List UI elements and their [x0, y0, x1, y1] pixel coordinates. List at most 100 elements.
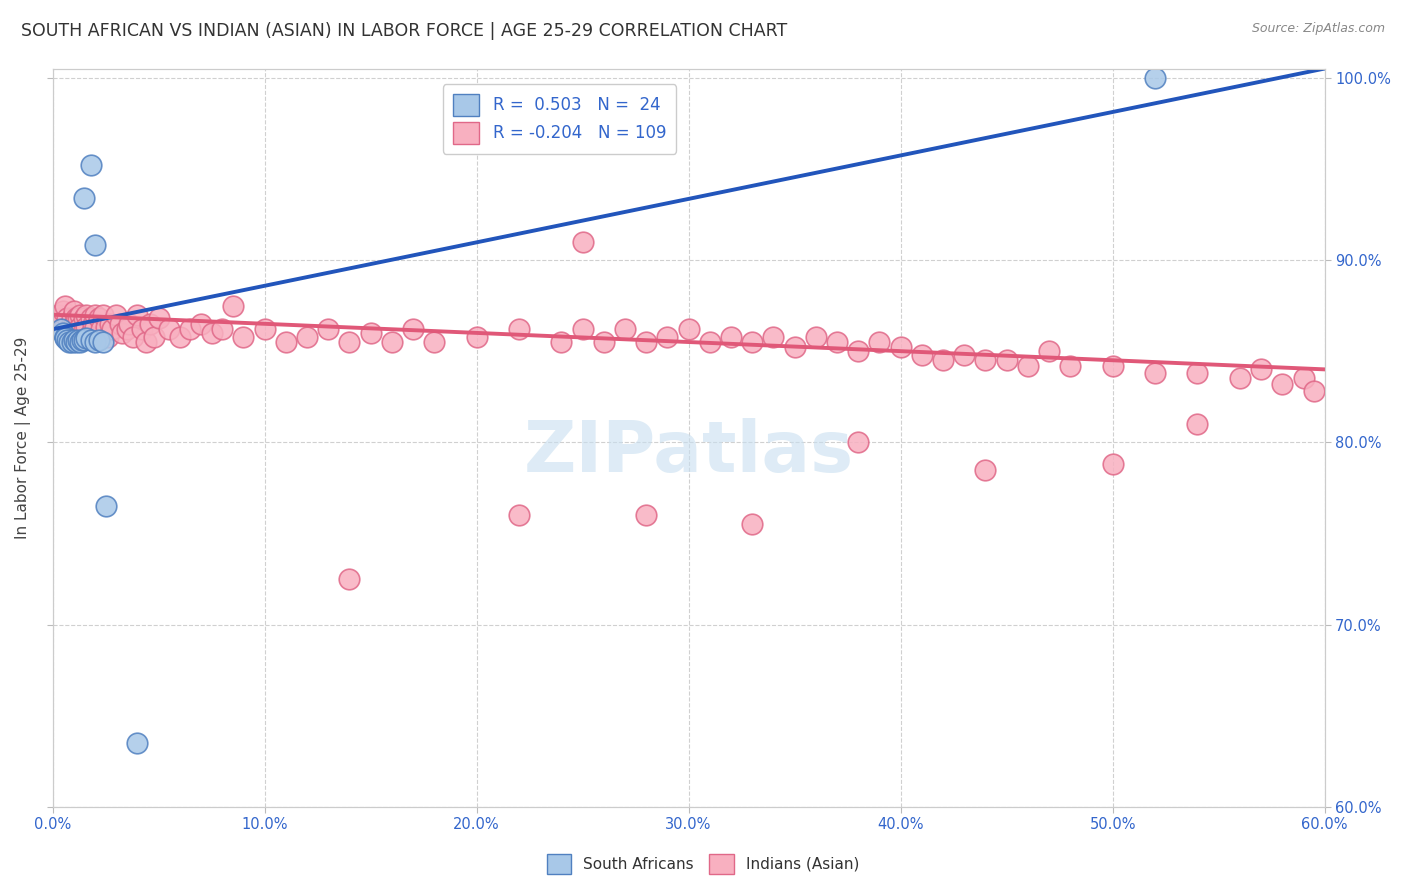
Point: [101, 322, 124, 336]
Point: [148, 311, 170, 326]
Point: [65, 326, 87, 340]
Point: [699, 334, 721, 349]
Point: [70, 329, 93, 343]
Point: [720, 329, 742, 343]
Point: [253, 322, 276, 336]
Point: [211, 322, 233, 336]
Point: [80, 326, 103, 340]
Point: [49, 311, 72, 326]
Point: [1144, 366, 1167, 380]
Point: [381, 334, 404, 349]
Point: [1229, 371, 1251, 385]
Point: [139, 317, 162, 331]
Point: [636, 508, 658, 523]
Point: [75, 320, 97, 334]
Point: [614, 322, 637, 336]
Point: [52, 322, 75, 336]
Text: ZIPatlas: ZIPatlas: [523, 418, 853, 487]
Point: [66, 333, 89, 347]
Point: [98, 317, 121, 331]
Point: [200, 326, 222, 340]
Point: [75, 331, 97, 345]
Point: [804, 329, 827, 343]
Point: [1144, 70, 1167, 85]
Point: [846, 344, 869, 359]
Point: [89, 311, 111, 326]
Point: [465, 329, 488, 343]
Point: [80, 311, 103, 326]
Point: [169, 329, 191, 343]
Point: [1101, 359, 1123, 373]
Point: [135, 334, 157, 349]
Point: [1038, 344, 1060, 359]
Point: [70, 333, 93, 347]
Point: [118, 317, 141, 331]
Point: [75, 308, 97, 322]
Point: [73, 191, 96, 205]
Point: [295, 329, 318, 343]
Point: [62, 304, 84, 318]
Point: [65, 311, 87, 326]
Point: [52, 326, 75, 340]
Text: Source: ZipAtlas.com: Source: ZipAtlas.com: [1251, 22, 1385, 36]
Point: [97, 329, 120, 343]
Point: [1187, 417, 1209, 431]
Point: [49, 322, 72, 336]
Point: [65, 334, 87, 349]
Point: [84, 334, 107, 349]
Point: [93, 308, 115, 322]
Point: [337, 572, 360, 586]
Point: [571, 322, 593, 336]
Point: [66, 311, 89, 326]
Point: [80, 158, 103, 172]
Point: [62, 317, 84, 331]
Point: [56, 329, 79, 343]
Point: [84, 308, 107, 322]
Point: [1059, 359, 1081, 373]
Point: [190, 317, 212, 331]
Point: [143, 329, 166, 343]
Point: [932, 353, 955, 368]
Point: [337, 334, 360, 349]
Point: [974, 353, 997, 368]
Point: [105, 308, 128, 322]
Point: [974, 463, 997, 477]
Point: [550, 334, 572, 349]
Point: [783, 341, 806, 355]
Point: [90, 322, 112, 336]
Point: [82, 317, 104, 331]
Point: [1292, 371, 1315, 385]
Point: [66, 322, 89, 336]
Point: [60, 311, 83, 326]
Point: [58, 334, 80, 349]
Point: [1303, 384, 1326, 399]
Point: [53, 331, 76, 345]
Point: [84, 320, 107, 334]
Point: [1250, 362, 1272, 376]
Point: [93, 334, 115, 349]
Legend: South Africans, Indians (Asian): South Africans, Indians (Asian): [540, 848, 866, 880]
Point: [86, 329, 108, 343]
Point: [1101, 457, 1123, 471]
Point: [73, 322, 96, 336]
Point: [157, 322, 180, 336]
Point: [762, 329, 785, 343]
Point: [53, 329, 76, 343]
Point: [111, 326, 134, 340]
Y-axis label: In Labor Force | Age 25-29: In Labor Force | Age 25-29: [15, 336, 31, 539]
Point: [657, 329, 679, 343]
Point: [402, 322, 425, 336]
Point: [122, 329, 145, 343]
Point: [274, 334, 297, 349]
Point: [77, 329, 100, 343]
Point: [868, 334, 890, 349]
Point: [69, 320, 91, 334]
Point: [360, 326, 382, 340]
Text: SOUTH AFRICAN VS INDIAN (ASIAN) IN LABOR FORCE | AGE 25-29 CORRELATION CHART: SOUTH AFRICAN VS INDIAN (ASIAN) IN LABOR…: [21, 22, 787, 40]
Point: [316, 322, 339, 336]
Point: [911, 348, 934, 362]
Point: [94, 320, 117, 334]
Point: [890, 341, 912, 355]
Point: [53, 299, 76, 313]
Point: [678, 322, 700, 336]
